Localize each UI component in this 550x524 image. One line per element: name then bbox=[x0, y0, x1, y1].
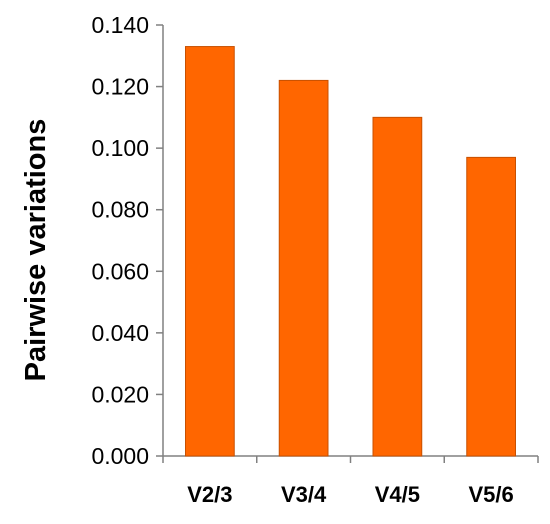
y-tick-label: 0.040 bbox=[91, 320, 149, 346]
y-tick-label: 0.120 bbox=[91, 74, 149, 100]
y-tick-label: 0.080 bbox=[91, 197, 149, 223]
bars bbox=[185, 46, 516, 457]
y-tick-label: 0.060 bbox=[91, 258, 149, 284]
bar-v4-5 bbox=[372, 116, 423, 457]
y-tick-label: 0.020 bbox=[91, 381, 149, 407]
x-category-label: V5/6 bbox=[468, 482, 513, 507]
x-category-label: V4/5 bbox=[375, 482, 420, 507]
bar-v3-4 bbox=[278, 79, 329, 457]
x-category-label: V2/3 bbox=[187, 482, 232, 507]
bar-v2-3 bbox=[185, 46, 235, 457]
x-category-label: V3/4 bbox=[281, 482, 327, 507]
x-axis: V2/3 V3/4 V4/5 V5/6 bbox=[162, 455, 539, 507]
y-axis-title: Pairwise variations bbox=[20, 119, 52, 382]
y-tick-label: 0.000 bbox=[91, 443, 149, 469]
y-axis: 0.000 0.020 0.040 0.060 0.080 0.100 0.120 0.140 bbox=[91, 12, 164, 469]
y-tick-label: 0.100 bbox=[91, 135, 149, 161]
bar-v5-6 bbox=[466, 156, 516, 457]
y-tick-label: 0.140 bbox=[91, 12, 149, 38]
